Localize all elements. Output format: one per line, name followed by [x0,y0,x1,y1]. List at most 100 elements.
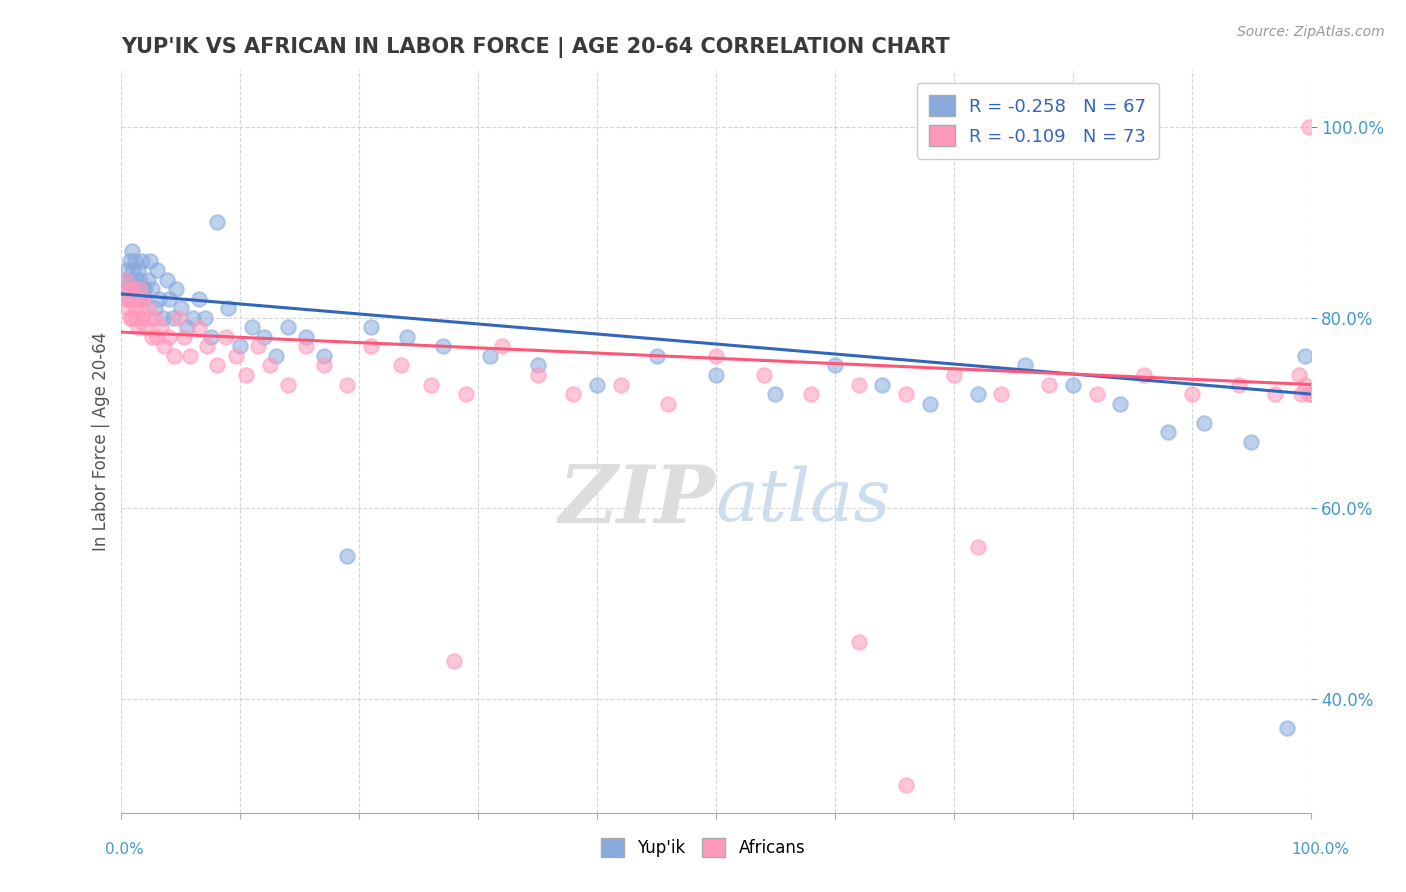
Point [526,368,548,382]
Point [253,330,276,344]
Point [277,377,299,392]
Text: Source: ZipAtlas.com: Source: ZipAtlas.com [1237,25,1385,39]
Point [187,292,209,306]
Point [117,292,139,306]
Point [129,273,152,287]
Point [1192,416,1215,430]
Point [1299,387,1322,401]
Point [120,273,142,287]
Point [896,778,918,792]
Point [115,282,138,296]
Point [259,359,281,373]
Point [141,282,163,296]
Point [125,310,148,325]
Point [586,377,609,392]
Point [124,301,146,316]
Legend: Yup'ik, Africans: Yup'ik, Africans [593,831,813,864]
Point [167,310,190,325]
Point [1294,377,1316,392]
Point [294,339,316,353]
Point [132,292,155,306]
Text: YUP'IK VS AFRICAN IN LABOR FORCE | AGE 20-64 CORRELATION CHART: YUP'IK VS AFRICAN IN LABOR FORCE | AGE 2… [121,37,950,58]
Point [229,339,252,353]
Point [765,387,787,401]
Point [132,292,155,306]
Point [152,310,174,325]
Point [360,320,382,334]
Point [139,253,162,268]
Point [1240,434,1263,449]
Point [360,339,382,353]
Point [136,273,159,287]
Point [125,292,148,306]
Point [848,377,870,392]
Point [173,330,195,344]
Point [225,349,247,363]
Point [181,310,204,325]
Point [336,549,359,563]
Point [942,368,965,382]
Point [136,301,159,316]
Point [704,368,727,382]
Point [157,330,180,344]
Point [1264,387,1286,401]
Point [114,273,136,287]
Point [205,359,228,373]
Point [122,282,145,296]
Point [1288,368,1310,382]
Legend: R = -0.258   N = 67, R = -0.109   N = 73: R = -0.258 N = 67, R = -0.109 N = 73 [917,83,1159,159]
Point [966,387,988,401]
Point [134,320,156,334]
Point [127,320,149,334]
Point [153,339,176,353]
Point [389,359,412,373]
Point [562,387,585,401]
Point [117,263,139,277]
Point [117,282,139,296]
Point [1289,387,1312,401]
Point [114,292,136,306]
Point [1062,377,1084,392]
Point [1181,387,1204,401]
Point [125,273,148,287]
Point [121,244,143,258]
Text: ZIP: ZIP [560,462,716,540]
Point [162,310,184,325]
Point [990,387,1012,401]
Point [176,320,198,334]
Point [264,349,287,363]
Point [205,215,228,229]
Point [187,320,209,334]
Point [124,253,146,268]
Point [395,330,418,344]
Point [148,292,170,306]
Point [918,396,941,410]
Point [1014,359,1036,373]
Point [143,310,166,325]
Point [800,387,823,401]
Point [128,301,150,316]
Point [120,292,142,306]
Point [235,368,257,382]
Point [141,330,163,344]
Point [170,301,193,316]
Text: 0.0%: 0.0% [105,842,145,856]
Point [1294,349,1316,363]
Point [217,301,239,316]
Point [1296,387,1319,401]
Point [456,387,478,401]
Point [1109,396,1132,410]
Point [336,377,359,392]
Point [610,377,633,392]
Point [122,263,145,277]
Point [134,282,156,296]
Point [125,282,148,296]
Point [1157,425,1180,440]
Point [277,320,299,334]
Point [146,263,169,277]
Point [824,359,846,373]
Point [896,387,918,401]
Point [163,349,186,363]
Point [312,359,335,373]
Point [848,635,870,649]
